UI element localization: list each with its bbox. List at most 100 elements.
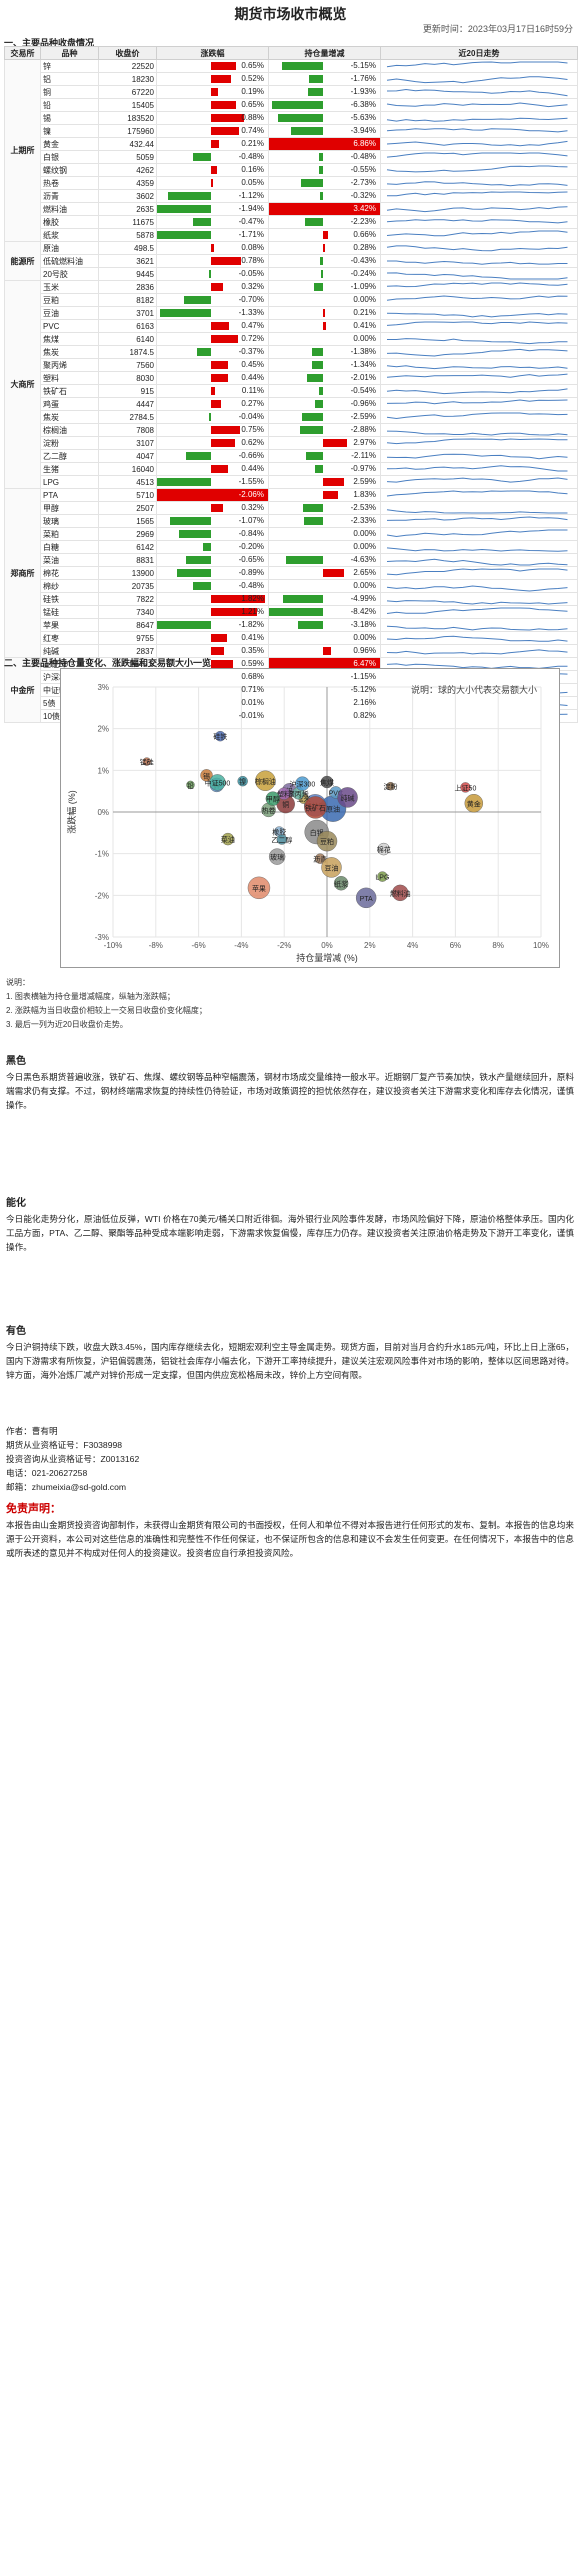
- email[interactable]: 邮箱：zhumeixia@sd-gold.com: [6, 1482, 127, 1492]
- oi-cell: -2.01%: [268, 371, 381, 385]
- trend-line: [386, 567, 568, 575]
- oi-cell: 0.28%: [268, 241, 381, 255]
- change-cell-value: 0.44%: [241, 373, 264, 382]
- change-cell-value: 0.45%: [241, 360, 264, 369]
- change-cell: -0.47%: [156, 215, 269, 229]
- table-row: PVC 6163 0.47% 0.41%: [5, 319, 578, 333]
- product-name: 红枣: [40, 631, 99, 645]
- change-cell: 0.62%: [156, 436, 269, 450]
- table-row: 热卷 4359 0.05% -2.73%: [5, 176, 578, 190]
- change-cell-bar: [211, 595, 265, 603]
- trend-line: [386, 218, 568, 223]
- table-row: 燃料油 2635 -1.94% 3.42%: [5, 202, 578, 216]
- change-cell-value: -1.94%: [238, 204, 264, 213]
- trend-line: [386, 312, 568, 317]
- oi-cell-value: -0.96%: [350, 399, 376, 408]
- table-row: 甲醇 2507 0.32% -2.53%: [5, 501, 578, 515]
- change-cell: 0.01%: [156, 696, 269, 710]
- close-price: 8182: [98, 293, 157, 307]
- bubble-point: [304, 796, 327, 819]
- bubble-label: 铁矿石: [305, 803, 326, 812]
- trend-sparkline: [386, 515, 568, 521]
- x-tick-label: -6%: [191, 941, 205, 950]
- change-cell-value: 0.75%: [241, 425, 264, 434]
- change-cell-value: 0.11%: [241, 386, 264, 395]
- close-price: 2784.5: [98, 410, 157, 424]
- change-cell: 0.88%: [156, 111, 269, 125]
- oi-cell: 2.65%: [268, 566, 381, 580]
- trend-sparkline: [386, 127, 568, 132]
- oi-cell-bar: [281, 62, 323, 70]
- close-price: 8030: [98, 371, 157, 385]
- product-name: 铅: [40, 98, 99, 112]
- trend-line: [386, 152, 568, 158]
- y-tick-label: -2%: [95, 891, 109, 900]
- close-price: 20735: [98, 579, 157, 593]
- close-price: 9445: [98, 267, 157, 281]
- bubble-label: 乙二醇: [271, 836, 292, 845]
- trend-line: [386, 508, 568, 514]
- trend-cell: [380, 410, 578, 424]
- oi-cell-value: 0.21%: [353, 308, 376, 317]
- trend-cell: [380, 189, 578, 203]
- table-row: 低硫燃料油 3621 0.78% -0.43%: [5, 254, 578, 268]
- bubble-label: PVC: [329, 790, 343, 797]
- product-name: 乙二醇: [40, 449, 99, 463]
- bubble-point: [142, 757, 152, 766]
- x-axis-label: 持仓量增减 (%): [296, 952, 358, 963]
- trend-line: [386, 60, 568, 67]
- oi-cell-value: 0.96%: [353, 646, 376, 655]
- bubble-point: [386, 781, 395, 791]
- close-price: 4513: [98, 475, 157, 489]
- oi-cell: -3.18%: [268, 618, 381, 632]
- close-price: 13900: [98, 566, 157, 580]
- note-line: 1. 图表横轴为持仓量增减幅度，纵轴为涨跌幅；: [6, 992, 175, 1001]
- oi-cell-value: -2.33%: [350, 516, 376, 525]
- change-cell-value: 0.72%: [241, 334, 264, 343]
- y-tick-label: 2%: [97, 725, 109, 734]
- bubble-point: [265, 791, 281, 806]
- close-price: 5059: [98, 150, 157, 164]
- note-line: 3. 最后一列为近20日收盘价走势。: [6, 1020, 128, 1029]
- change-cell: 0.32%: [156, 280, 269, 294]
- bubble-label: 玻璃: [270, 853, 284, 862]
- table-row: 沥青 3602 -1.12% -0.32%: [5, 189, 578, 203]
- bubble-label: 纯碱: [341, 793, 355, 802]
- trend-line: [386, 230, 568, 236]
- oi-cell-bar: [321, 270, 323, 278]
- trend-cell: [380, 202, 578, 216]
- trend-line: [386, 430, 568, 436]
- trend-cell: [380, 553, 578, 567]
- trend-cell: [380, 579, 578, 593]
- x-tick-label: -2%: [277, 941, 291, 950]
- oi-cell: -8.42%: [268, 605, 381, 619]
- change-cell: 0.45%: [156, 358, 269, 372]
- change-cell-bar: [211, 504, 224, 512]
- bubble-point: [464, 794, 484, 813]
- oi-cell: -1.93%: [268, 85, 381, 99]
- bubble-label: 豆油: [324, 863, 338, 872]
- bubble-label: 铜: [282, 800, 289, 809]
- bubble-label: 橡胶: [272, 828, 286, 837]
- oi-cell-bar: [323, 309, 325, 317]
- trend-cell: [380, 254, 578, 268]
- bubble-label: 沪深300: [290, 780, 316, 789]
- close-price: 67220: [98, 85, 157, 99]
- oi-cell-bar: [297, 621, 323, 629]
- change-cell: 0.11%: [156, 384, 269, 398]
- table-row: 锡 183520 0.88% -5.63%: [5, 111, 578, 125]
- change-cell: 0.32%: [156, 501, 269, 515]
- oi-cell-bar: [277, 114, 323, 122]
- change-cell-value: 0.19%: [241, 87, 264, 96]
- trend-cell: [380, 540, 578, 554]
- bubble-label: 中证500: [205, 778, 231, 787]
- change-cell: -0.89%: [156, 566, 269, 580]
- trend-cell: [380, 124, 578, 138]
- table-row: 铜 67220 0.19% -1.93%: [5, 85, 578, 99]
- trend-line: [386, 320, 568, 326]
- change-cell-bar: [177, 569, 211, 577]
- oi-cell-bar: [304, 517, 323, 525]
- change-cell: 0.21%: [156, 137, 269, 151]
- oi-cell-bar: [306, 452, 323, 460]
- oi-cell-value: 0.00%: [353, 334, 376, 343]
